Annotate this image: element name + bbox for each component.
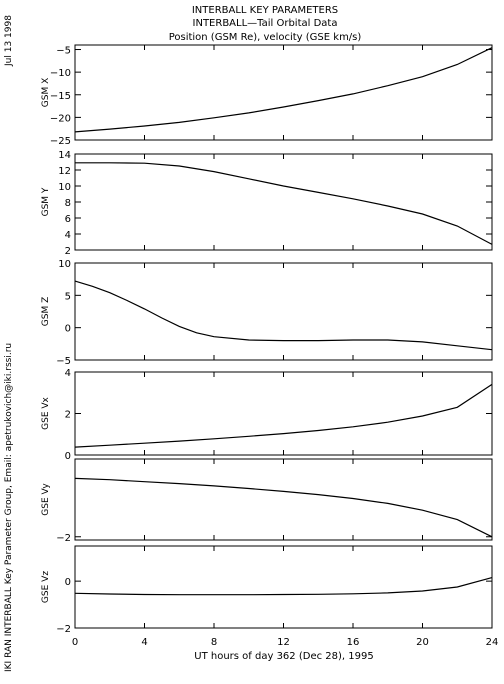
y-tick-label: −5 (56, 356, 71, 367)
y-tick-label: −2 (56, 624, 71, 635)
series-line (74, 47, 493, 133)
y-axis-label: GSM Y (41, 187, 51, 216)
side-credit: IKI RAN INTERBALL Key Parameter Group, E… (4, 343, 14, 672)
series-line (74, 577, 493, 596)
y-tick-label: 6 (65, 214, 71, 225)
y-tick-label: −5 (56, 46, 71, 57)
y-tick-label: 0 (65, 451, 71, 462)
panel-frame (74, 458, 493, 541)
panel-4: GSE Vx 0 2 4 (41, 368, 493, 462)
y-axis-label: GSM X (41, 78, 51, 107)
panel-frame (74, 545, 493, 629)
y-tick-label: 4 (65, 230, 71, 241)
panel-6: GSE Vz −2 0 (41, 545, 493, 635)
panel-5: GSE Vy −2 (41, 458, 493, 544)
y-tick-label: −25 (50, 136, 71, 147)
y-tick-label: 12 (58, 166, 71, 177)
series-line (75, 162, 493, 245)
y-axis-label: GSE Vz (41, 571, 51, 603)
panel-2: GSM Y 2 4 6 8 10 12 14 (41, 150, 493, 257)
panel-frame (74, 153, 493, 251)
y-axis-label: GSE Vy (41, 483, 51, 516)
y-tick-label: 0 (65, 577, 71, 588)
y-tick-label: 10 (58, 259, 71, 270)
series-line (74, 280, 493, 351)
x-tick-label: 8 (211, 637, 217, 648)
x-tick-label: 24 (486, 637, 499, 648)
x-tick-label: 20 (416, 637, 429, 648)
panel-frame (74, 44, 493, 141)
y-tick-label: 0 (65, 324, 71, 335)
panel-frame (74, 371, 493, 456)
y-tick-label: 4 (65, 368, 71, 379)
x-axis: 0 4 8 12 16 20 24 (72, 637, 499, 648)
y-tick-label: −20 (50, 113, 71, 124)
y-tick-label: 8 (65, 198, 71, 209)
series-line (74, 477, 493, 538)
x-tick-label: 12 (277, 637, 290, 648)
y-axis-label: GSM Z (41, 297, 51, 326)
y-tick-label: 5 (65, 291, 71, 302)
y-axis-label: GSE Vx (41, 396, 51, 429)
title-line-3: Position (GSM Re), velocity (GSE km/s) (169, 32, 362, 43)
x-tick-label: 16 (347, 637, 360, 648)
y-tick-label: 10 (58, 182, 71, 193)
title-line-2: INTERBALL—Tail Orbital Data (193, 18, 338, 29)
panel-3: GSM Z −5 0 5 10 (41, 259, 493, 367)
panel-frame (74, 262, 493, 361)
y-tick-label: 14 (58, 150, 71, 161)
series-line (74, 383, 493, 448)
y-tick-label: 2 (65, 246, 71, 257)
y-tick-label: −15 (50, 91, 71, 102)
y-tick-label: 2 (65, 410, 71, 421)
x-tick-label: 0 (72, 637, 78, 648)
x-tick-label: 4 (141, 637, 147, 648)
y-tick-label: −10 (50, 68, 71, 79)
x-axis-label: UT hours of day 362 (Dec 28), 1995 (194, 651, 373, 662)
panel-1: GSM X −25 −20 −15 −10 −5 (41, 44, 493, 147)
title-line-1: INTERBALL KEY PARAMETERS (192, 5, 338, 16)
y-tick-label: −2 (56, 533, 71, 544)
side-date: Jul 13 1998 (4, 15, 14, 67)
